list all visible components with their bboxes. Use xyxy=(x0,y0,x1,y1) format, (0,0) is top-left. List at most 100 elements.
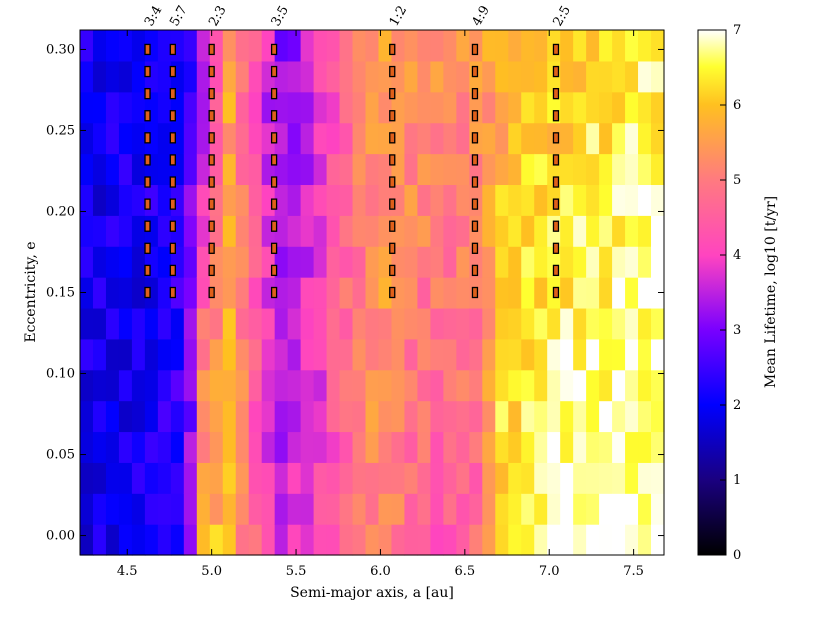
heatmap-cell xyxy=(378,277,393,309)
resonance-mark xyxy=(389,286,396,299)
heatmap-cell xyxy=(573,122,587,155)
heatmap-cell xyxy=(573,400,587,433)
y-tick-label: 0.00 xyxy=(46,529,75,544)
heatmap-cell xyxy=(274,277,289,309)
heatmap-cell xyxy=(599,153,613,186)
heatmap-cell xyxy=(378,91,393,124)
heatmap-cell xyxy=(508,122,522,155)
heatmap-cell xyxy=(625,338,639,371)
heatmap-cell xyxy=(443,493,457,525)
resonance-label: 1:2 xyxy=(387,3,410,29)
heatmap-cell xyxy=(131,122,146,155)
heatmap-cell xyxy=(482,122,496,155)
heatmap-cell xyxy=(456,60,470,93)
heatmap-cell xyxy=(118,400,133,433)
heatmap-cell xyxy=(80,184,94,216)
heatmap-cell xyxy=(391,431,406,463)
heatmap-cell xyxy=(482,153,496,186)
heatmap-cell xyxy=(521,493,535,525)
heatmap-cell xyxy=(274,307,289,340)
heatmap-cell xyxy=(105,493,120,525)
heatmap-cell xyxy=(612,493,626,525)
heatmap-cell xyxy=(274,369,289,402)
heatmap-cell xyxy=(118,307,133,340)
resonance-label: 4:9 xyxy=(469,3,492,29)
heatmap-cell xyxy=(196,400,211,433)
heatmap-cell xyxy=(573,30,587,62)
heatmap-cell xyxy=(482,246,496,278)
resonance-mark xyxy=(552,198,560,210)
resonance-mark xyxy=(169,110,176,122)
colorbar-tick-label: 0 xyxy=(733,548,741,563)
heatmap-cell xyxy=(495,153,509,186)
heatmap-cell xyxy=(274,493,289,525)
y-tick-label: 0.25 xyxy=(46,123,75,138)
heatmap-cell xyxy=(222,307,237,340)
heatmap-cell xyxy=(300,91,315,124)
heatmap-cell xyxy=(482,524,496,556)
heatmap-cell xyxy=(248,184,263,216)
heatmap-cell xyxy=(287,462,302,494)
colorbar-tick-label: 6 xyxy=(733,98,741,113)
heatmap-cell xyxy=(534,215,548,247)
heatmap-cell xyxy=(170,277,185,309)
heatmap-cell xyxy=(443,184,457,216)
x-tick-label: 7.5 xyxy=(623,564,644,579)
heatmap-cell xyxy=(326,122,341,155)
heatmap-cell xyxy=(196,60,211,93)
heatmap-cell xyxy=(131,431,146,463)
heatmap-cell xyxy=(586,246,600,278)
heatmap-cell xyxy=(482,400,496,433)
resonance-label: 5:7 xyxy=(167,3,190,29)
heatmap-cell xyxy=(365,215,380,247)
heatmap-cell xyxy=(248,338,263,371)
heatmap-cell xyxy=(404,60,419,93)
heatmap-cell xyxy=(430,400,444,433)
heatmap-cell xyxy=(521,462,535,494)
heatmap-cell xyxy=(469,338,483,371)
heatmap-cell xyxy=(443,91,457,124)
heatmap-cell xyxy=(456,122,470,155)
heatmap-cell xyxy=(443,246,457,278)
heatmap-cell xyxy=(482,338,496,371)
heatmap-cell xyxy=(391,493,406,525)
heatmap-cell xyxy=(417,91,431,124)
heatmap-cell xyxy=(222,431,237,463)
y-tick-label: 0.05 xyxy=(46,448,75,463)
heatmap-cell xyxy=(404,307,419,340)
heatmap-cell xyxy=(430,153,444,186)
heatmap-cell xyxy=(612,524,626,556)
heatmap-cell xyxy=(183,215,198,247)
heatmap-cell xyxy=(391,369,406,402)
heatmap-cell xyxy=(365,307,380,340)
heatmap-cell xyxy=(651,215,665,247)
heatmap-cell xyxy=(534,122,548,155)
heatmap-cell xyxy=(586,277,600,309)
heatmap-cell xyxy=(248,462,263,494)
y-axis-ticks: 0.00 0.05 0.10 0.15 0.20 0.25 0.30 xyxy=(46,42,664,544)
heatmap-cell xyxy=(469,462,483,494)
resonance-mark xyxy=(144,286,151,299)
heatmap-cell xyxy=(508,338,522,371)
heatmap-cell xyxy=(326,462,341,494)
heatmap-cell xyxy=(430,431,444,463)
heatmap-cell xyxy=(157,524,172,556)
heatmap-cell xyxy=(131,153,146,186)
resonance-label: 2:5 xyxy=(550,3,573,29)
heatmap-cell xyxy=(105,307,120,340)
heatmap-cell xyxy=(365,60,380,93)
resonance-label: 2:3 xyxy=(206,3,229,29)
heatmap-cell xyxy=(274,91,289,124)
heatmap-cell xyxy=(326,60,341,93)
heatmap-cell xyxy=(144,277,159,309)
heatmap-cell xyxy=(495,60,509,93)
heatmap-cell xyxy=(547,493,561,525)
heatmap-cell xyxy=(599,431,613,463)
heatmap-cell xyxy=(651,524,665,556)
heatmap-cell xyxy=(183,524,198,556)
heatmap-cell xyxy=(365,153,380,186)
heatmap-cell xyxy=(118,91,133,124)
resonance-mark xyxy=(471,110,479,122)
resonance-mark xyxy=(144,132,151,144)
heatmap-cell xyxy=(196,91,211,124)
